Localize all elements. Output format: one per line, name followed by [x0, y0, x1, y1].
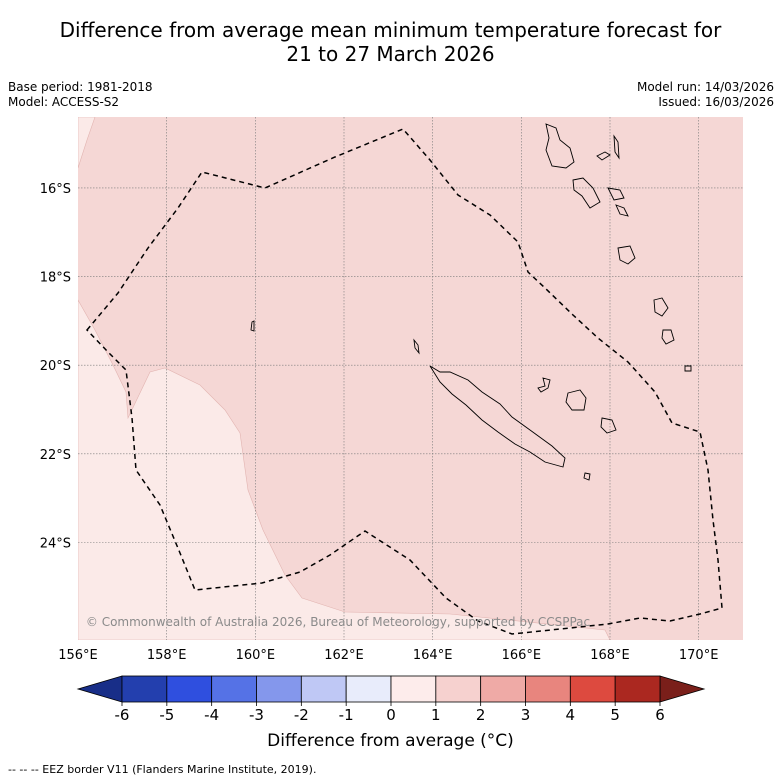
- colorbar-ticks: -6 -5 -4 -3 -2 -1 0 1 2 3 4 5 6: [115, 702, 665, 724]
- y-tick-label-4: 24°S: [40, 536, 71, 551]
- island-vanuatu-espiritu-santo: [545, 123, 575, 169]
- colorbar-bin-11: [614, 675, 661, 703]
- island-vanuatu-efate: [617, 245, 636, 265]
- island-vanuatu-aneityum: [684, 365, 692, 372]
- x-tick-label-7: 170°E: [679, 648, 719, 663]
- base-period-text: Base period: 1981-2018: [8, 80, 153, 94]
- island-mare: [600, 417, 617, 434]
- colorbar-under-arrow: [76, 675, 123, 703]
- colorbar-tick-label-9: 3: [521, 706, 531, 724]
- y-axis-ticks: 16°S 18°S 20°S 22°S 24°S: [40, 182, 71, 552]
- colorbar-bin-6: [390, 675, 437, 703]
- colorbar-tick-label-10: 4: [566, 706, 576, 724]
- island-belep: [413, 338, 420, 355]
- colorbar-bin-9: [525, 675, 571, 703]
- colorbar-tick-label-12: 6: [655, 706, 665, 724]
- x-tick-label-4: 164°E: [413, 648, 453, 663]
- colorbar-bin-3: [256, 675, 302, 703]
- island-vanuatu-epi: [615, 204, 629, 217]
- colorbar-bin-0: [121, 675, 168, 703]
- eez-border: [85, 128, 723, 635]
- colorbar-tick-label-7: 1: [431, 706, 441, 724]
- model-run-text: Model run: 14/03/2026: [636, 80, 774, 94]
- island-lifou: [565, 389, 587, 411]
- colorbar-tick-label-6: 0: [386, 706, 396, 724]
- colorbar-tick-label-0: -6: [115, 706, 130, 724]
- x-tick-label-3: 162°E: [324, 648, 364, 663]
- issued-text: Issued: 16/03/2026: [658, 95, 774, 109]
- x-tick-label-1: 158°E: [147, 648, 187, 663]
- chart-title: Difference from average mean minimum tem…: [0, 18, 781, 66]
- x-tick-label-6: 168°E: [590, 648, 630, 663]
- chart-title-line-1: Difference from average mean minimum tem…: [59, 18, 722, 42]
- model-text: Model: ACCESS-S2: [8, 95, 120, 109]
- x-tick-label-0: 156°E: [58, 648, 98, 663]
- eez-footnote: -- -- -- EEZ border V11 (Flanders Marine…: [8, 763, 317, 776]
- meta-left: Base period: 1981-2018 Model: ACCESS-S2: [8, 80, 153, 110]
- colorbar-tick-label-5: -1: [339, 706, 354, 724]
- x-tick-label-2: 160°E: [236, 648, 276, 663]
- colorbar-bin-10: [569, 675, 616, 703]
- copyright-text: © Commonwealth of Australia 2026, Bureau…: [86, 615, 590, 629]
- colorbar: [76, 675, 706, 703]
- colorbar-tick-label-2: -4: [204, 706, 219, 724]
- colorbar-tick-label-8: 2: [476, 706, 486, 724]
- island-vanuatu-pentecost: [607, 187, 625, 201]
- colorbar-tick-label-4: -2: [294, 706, 309, 724]
- colorbar-bin-7: [435, 675, 482, 703]
- y-tick-label-2: 20°S: [40, 359, 71, 374]
- meta-right: Model run: 14/03/2026 Issued: 16/03/2026: [637, 80, 774, 110]
- colorbar-label: Difference from average (°C): [267, 731, 514, 751]
- islands: [250, 123, 692, 481]
- x-axis-ticks: 156°E 158°E 160°E 162°E 164°E 166°E 168°E 170°E: [58, 648, 718, 663]
- y-tick-label-3: 22°S: [40, 448, 71, 463]
- colorbar-over-arrow: [659, 675, 706, 703]
- island-new-caledonia: [429, 365, 566, 468]
- island-chesterfield: [250, 320, 255, 332]
- y-tick-label-1: 18°S: [40, 271, 71, 286]
- island-walpole: [583, 472, 591, 481]
- island-vanuatu-ambae: [596, 151, 611, 161]
- region-0-to-1: [78, 117, 611, 640]
- island-vanuatu-malekula: [572, 177, 601, 209]
- x-tick-label-5: 166°E: [502, 648, 542, 663]
- colorbar-tick-label-3: -3: [249, 706, 264, 724]
- colorbar-tick-label-11: 5: [610, 706, 620, 724]
- colorbar-tick-label-1: -5: [159, 706, 174, 724]
- gridlines: [78, 117, 743, 640]
- island-vanuatu-tanna: [661, 329, 675, 345]
- y-tick-label-0: 16°S: [40, 182, 71, 197]
- colorbar-bin-1: [166, 675, 213, 703]
- map-plot-area: © Commonwealth of Australia 2026, Bureau…: [78, 117, 743, 640]
- chart-title-line-2: 21 to 27 March 2026: [286, 42, 495, 66]
- colorbar-bin-5: [345, 675, 392, 703]
- island-vanuatu-erromango: [653, 297, 669, 317]
- island-ouvea: [537, 377, 551, 393]
- colorbar-bin-2: [211, 675, 257, 703]
- colorbar-bin-8: [480, 675, 526, 703]
- island-vanuatu-maewo: [613, 134, 620, 160]
- colorbar-bin-4: [300, 675, 347, 703]
